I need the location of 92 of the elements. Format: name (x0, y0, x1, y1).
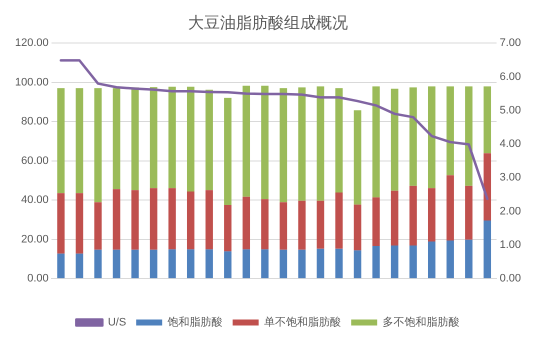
bar (206, 249, 213, 278)
bar (76, 254, 84, 278)
y2-tick-label: 1.00 (500, 239, 522, 252)
bar (465, 86, 472, 186)
bar (372, 246, 380, 278)
bar (390, 190, 398, 246)
bar (484, 220, 492, 278)
y-tick-label: 0.00 (27, 272, 49, 285)
y-tick-label: 100.00 (14, 76, 49, 88)
bar (428, 242, 436, 278)
bar (335, 88, 343, 192)
legend-label: 多不饱和脂肪酸 (382, 316, 460, 329)
y2-tick-label: 6.00 (500, 70, 522, 83)
bar (168, 188, 176, 250)
legend-label: U/S (108, 316, 126, 329)
bar (206, 90, 213, 190)
bar (94, 202, 102, 250)
bar (354, 204, 362, 250)
bar (280, 88, 288, 202)
bar (372, 86, 380, 198)
bar (261, 86, 269, 200)
bar (409, 245, 417, 278)
bar (242, 196, 250, 250)
bar (465, 186, 472, 240)
y2-tick-label: 7.00 (500, 37, 522, 50)
bar (150, 188, 158, 250)
bar (150, 87, 158, 188)
bar (131, 190, 139, 250)
bar (390, 245, 398, 278)
bar (261, 199, 269, 250)
bar (57, 88, 65, 194)
bar (150, 250, 158, 278)
y-tick-label: 60.00 (21, 154, 49, 167)
bar (335, 248, 343, 278)
bar (186, 249, 194, 278)
bar (316, 200, 324, 249)
bar (168, 86, 176, 188)
y-tick-label: 40.00 (21, 194, 49, 206)
bar (298, 87, 306, 201)
bar (186, 86, 194, 192)
bar (316, 86, 324, 201)
bar (484, 153, 492, 221)
bar (224, 251, 232, 278)
bar (224, 205, 232, 252)
bar (76, 193, 84, 254)
bar (335, 192, 343, 249)
y2-tick-label: 0.00 (500, 272, 522, 285)
bar (354, 110, 362, 205)
bar (280, 250, 288, 278)
bar (76, 88, 84, 194)
y2-tick-label: 3.00 (500, 172, 522, 184)
bar (446, 86, 454, 176)
bar (409, 186, 417, 246)
y2-tick-label: 5.00 (500, 104, 522, 116)
bar (409, 87, 417, 186)
bar (224, 98, 232, 206)
bar (446, 240, 454, 278)
bar (428, 86, 436, 188)
bar (428, 188, 436, 242)
bar (298, 200, 306, 250)
bar (131, 87, 139, 190)
bar (316, 248, 324, 278)
bar (390, 88, 398, 191)
bar (354, 250, 362, 278)
bar (57, 193, 65, 254)
bar (206, 190, 213, 250)
bar (112, 250, 120, 278)
bar (446, 175, 454, 241)
y-tick-label: 120.00 (14, 37, 49, 50)
bar (280, 202, 288, 250)
y-tick-label: 20.00 (21, 233, 49, 246)
bar (94, 250, 102, 278)
bar (94, 88, 102, 202)
bar (372, 197, 380, 246)
y2-tick-label: 4.00 (500, 138, 522, 150)
y2-tick-label: 2.00 (500, 205, 522, 218)
legend-label: 单不饱和脂肪酸 (264, 316, 342, 329)
bar (168, 249, 176, 278)
chart-title: 大豆油脂肪酸组成概况 (188, 14, 348, 32)
bar (484, 86, 492, 154)
y-tick-label: 80.00 (21, 116, 49, 128)
bar (465, 240, 472, 278)
bar (131, 250, 139, 278)
bar (186, 192, 194, 250)
bar (242, 86, 250, 197)
legend-label: 饱和脂肪酸 (166, 316, 223, 329)
bar (242, 249, 250, 278)
bar (57, 254, 65, 278)
bar (112, 189, 120, 250)
bar (261, 249, 269, 278)
bar (298, 250, 306, 278)
bar (112, 88, 120, 190)
